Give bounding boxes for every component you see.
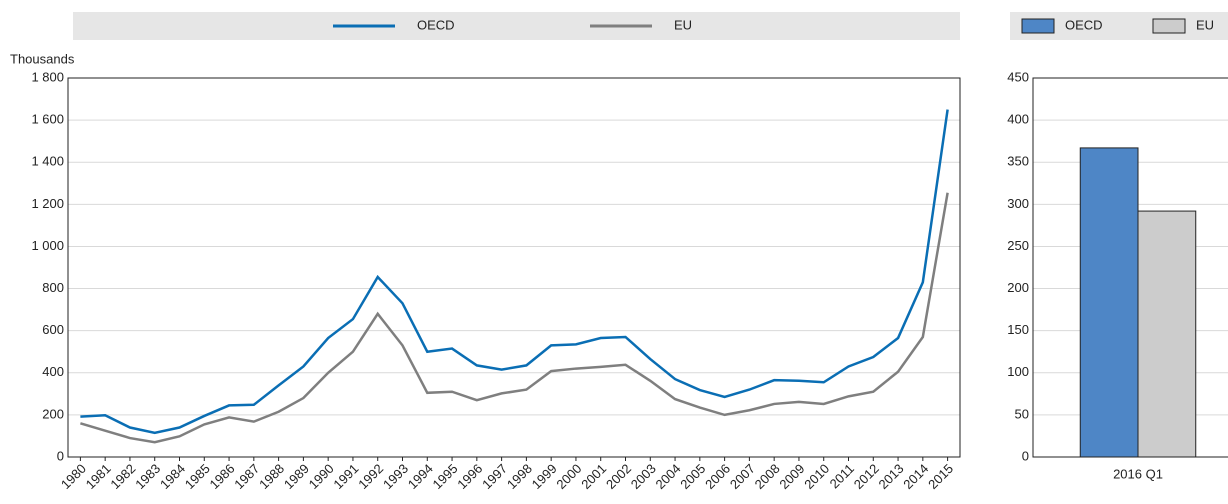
x-tick-label: 2010: [801, 461, 832, 492]
y-tick-label: 1 200: [31, 196, 64, 211]
y-tick-label: 0: [57, 448, 64, 463]
x-tick-label: 1987: [231, 461, 262, 492]
y-tick-label: 50: [1015, 406, 1029, 421]
x-tick-label: 1989: [281, 461, 312, 492]
x-tick-label: 2007: [727, 461, 758, 492]
x-tick-label: 2015: [925, 461, 956, 492]
y-tick-label: 150: [1007, 322, 1029, 337]
x-tick-label: 1990: [306, 461, 337, 492]
y-tick-label: 800: [42, 280, 64, 295]
x-tick-label: 1988: [256, 461, 287, 492]
x-tick-label: 2001: [578, 461, 609, 492]
x-tick-label: 1995: [430, 461, 461, 492]
x-tick-label: 2003: [628, 461, 659, 492]
legend-band: [73, 12, 960, 40]
y-tick-label: 300: [1007, 196, 1029, 211]
series-line: [80, 109, 949, 435]
x-tick-label: 2006: [702, 461, 733, 492]
plot-frame: [67, 77, 961, 458]
y-axis-label: Thousands: [10, 51, 75, 66]
x-tick-label: 1985: [182, 461, 213, 492]
y-tick-label: 400: [42, 364, 64, 379]
x-tick-label: 2014: [900, 461, 931, 492]
x-tick-label: 1998: [504, 461, 535, 492]
y-tick-label: 1 000: [31, 238, 64, 253]
x-tick-label: 2009: [776, 461, 807, 492]
x-tick-label: 1994: [405, 461, 436, 492]
series-line: [80, 192, 949, 444]
x-tick-label: 1993: [380, 461, 411, 492]
x-tick-label: 2012: [851, 461, 882, 492]
y-tick-label: 350: [1007, 154, 1029, 169]
y-tick-label: 0: [1022, 448, 1029, 463]
bar: [1137, 210, 1197, 458]
x-tick-label: 1996: [454, 461, 485, 492]
x-tick-label: 1982: [107, 461, 138, 492]
x-tick-label: 2004: [653, 461, 684, 492]
x-tick-label: 1984: [157, 461, 188, 492]
x-tick-label: 2013: [876, 461, 907, 492]
x-tick-label: 1986: [207, 461, 238, 492]
bar: [1079, 147, 1139, 458]
x-tick-label: 2000: [553, 461, 584, 492]
y-tick-label: 100: [1007, 364, 1029, 379]
x-tick-label: 2008: [752, 461, 783, 492]
x-tick-label: 1992: [355, 461, 386, 492]
x-tick-label: 2005: [677, 461, 708, 492]
x-tick-label: 1997: [479, 461, 510, 492]
x-tick-label: 1980: [58, 461, 89, 492]
y-tick-label: 200: [42, 406, 64, 421]
legend-label: EU: [1196, 17, 1214, 32]
y-tick-label: 1 400: [31, 154, 64, 169]
x-tick-label: 1983: [132, 461, 163, 492]
legend-label: OECD: [1065, 17, 1103, 32]
x-tick-label: 2002: [603, 461, 634, 492]
legend-swatch: [1021, 18, 1055, 34]
legend-swatch: [1152, 18, 1186, 34]
x-tick-label: 2011: [827, 461, 857, 491]
x-tick-label: 1981: [83, 461, 114, 492]
x-tick-label: 1991: [330, 461, 361, 492]
y-tick-label: 1 600: [31, 112, 64, 127]
y-tick-label: 1 800: [31, 69, 64, 84]
y-tick-label: 400: [1007, 112, 1029, 127]
y-tick-label: 250: [1007, 238, 1029, 253]
y-tick-label: 600: [42, 322, 64, 337]
legend-label: EU: [674, 17, 692, 32]
x-tick-label: 1999: [529, 461, 560, 492]
legend-label: OECD: [417, 17, 455, 32]
x-tick-label: 2016 Q1: [1113, 466, 1163, 481]
y-tick-label: 200: [1007, 280, 1029, 295]
y-tick-label: 450: [1007, 69, 1029, 84]
